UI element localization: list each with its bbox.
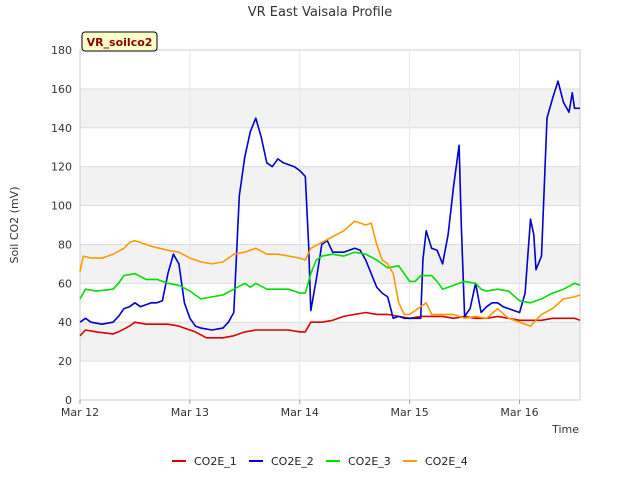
- badge-label: VR_soilco2: [87, 36, 153, 49]
- y-tick-label: 180: [51, 44, 72, 57]
- y-tick-label: 60: [58, 277, 72, 290]
- background-band: [80, 244, 580, 284]
- y-tick-label: 140: [51, 122, 72, 135]
- plot-frame: [79, 49, 581, 401]
- y-tick-label: 80: [58, 238, 72, 251]
- series-line-co2e_2: [79, 80, 580, 331]
- legend-label-co2e_4: CO2E_4: [425, 455, 468, 468]
- background-band: [80, 322, 580, 362]
- series-line-co2e_3: [79, 251, 581, 304]
- y-axis-ticks: 0 20 40 60 80 100 120 140 160 180: [51, 44, 72, 407]
- background-bands: [80, 88, 580, 362]
- series-line-co2e_1: [79, 311, 581, 339]
- y-tick-label: 20: [58, 355, 72, 368]
- chart-title: VR East Vaisala Profile: [248, 5, 393, 20]
- series-layer: [79, 80, 581, 339]
- legend-label-co2e_1: CO2E_1: [194, 455, 237, 468]
- x-tick-label: Mar 16: [500, 406, 538, 419]
- series-line-co2e_4: [79, 220, 581, 327]
- y-tick-label: 40: [58, 316, 72, 329]
- x-axis-ticks: Mar 12 Mar 13 Mar 14 Mar 15 Mar 16: [61, 400, 539, 419]
- background-band: [80, 88, 580, 128]
- x-tick-label: Mar 13: [171, 406, 209, 419]
- x-tick-label: Mar 12: [61, 406, 99, 419]
- y-tick-label: 160: [51, 83, 72, 96]
- y-tick-label: 0: [65, 394, 72, 407]
- x-axis-label: Time: [551, 423, 579, 436]
- legend-label-co2e_3: CO2E_3: [348, 455, 391, 468]
- y-tick-label: 100: [51, 200, 72, 213]
- legend-label-co2e_2: CO2E_2: [271, 455, 314, 468]
- y-tick-label: 120: [51, 161, 72, 174]
- badge-box: [81, 31, 158, 52]
- y-axis-label: Soil CO2 (mV): [8, 187, 21, 264]
- x-tick-label: Mar 14: [281, 406, 319, 419]
- background-band: [80, 166, 580, 206]
- x-tick-label: Mar 15: [391, 406, 429, 419]
- badge: VR_soilco2: [81, 31, 158, 52]
- legend: CO2E_1 CO2E_2 CO2E_3 CO2E_4: [172, 455, 468, 468]
